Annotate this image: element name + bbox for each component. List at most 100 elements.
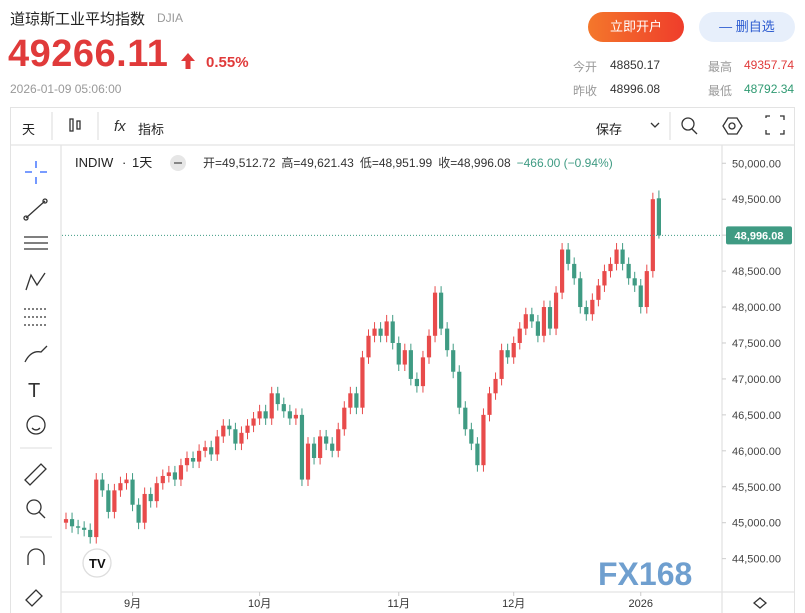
stat-value: 48996.08 [610, 82, 661, 96]
y-tick-label: 48,000.00 [732, 302, 781, 314]
candle-body [378, 328, 383, 336]
price: 49266.11 [8, 33, 169, 75]
candle-body [426, 335, 432, 358]
candle-body [239, 432, 244, 444]
candle-body [82, 527, 87, 530]
stat-value: 49357.74 [744, 58, 795, 72]
candle-body [553, 292, 559, 329]
candle-body [245, 425, 250, 433]
candle-body [172, 472, 177, 480]
candle-body [517, 328, 522, 343]
stat-key: 昨收 [573, 84, 598, 98]
stat-key: 最高 [708, 60, 733, 74]
candle-body [342, 407, 347, 430]
candle-body [505, 350, 510, 358]
candle-body [535, 321, 540, 336]
candle-body [644, 271, 649, 308]
candle-body [481, 414, 486, 466]
x-tick-label: 9月 [124, 598, 141, 610]
y-tick-label: 50,000.00 [732, 158, 781, 170]
candle-body [360, 357, 365, 408]
candle-body [578, 278, 583, 308]
x-tick-label: 2026 [629, 598, 653, 610]
x-tick-label: 11月 [388, 598, 410, 610]
candle-body [166, 472, 171, 476]
candle-body [63, 519, 69, 523]
candle-body [475, 443, 480, 466]
symbol: INDIW [75, 155, 114, 170]
candle-body [656, 198, 661, 236]
candle-body [88, 529, 93, 538]
ohlc-info: 高=49,621.43 [281, 155, 354, 170]
candle-body [511, 342, 516, 358]
y-tick-label: 48,500.00 [732, 266, 781, 278]
candle-body [608, 263, 613, 272]
candle-body [287, 411, 292, 419]
candle-body [318, 436, 323, 459]
last-price-label: 48,996.08 [735, 230, 784, 242]
candle-body [106, 490, 111, 512]
x-tick-label: 10月 [248, 598, 271, 610]
candle-body [299, 414, 305, 480]
candle-body [148, 493, 153, 502]
candle-body [414, 378, 419, 387]
y-tick-label: 49,500.00 [732, 194, 781, 206]
candle-body [499, 350, 504, 379]
remove-watchlist-button[interactable]: — 删自选 [699, 12, 795, 42]
candle-body [457, 371, 462, 408]
candle-body [451, 350, 456, 372]
save-button[interactable]: 保存 [596, 122, 623, 137]
candle-body [632, 278, 637, 286]
candle-body [281, 404, 286, 412]
candle-body [209, 447, 214, 455]
candle-body [560, 249, 565, 293]
candle-body [275, 393, 280, 405]
candle-body [154, 483, 159, 502]
y-tick-label: 45,500.00 [732, 482, 781, 494]
ohlc-info: 开=49,512.72 [203, 156, 276, 170]
candle-body [566, 249, 571, 264]
candle-body [650, 199, 655, 272]
candle-body [390, 321, 395, 343]
up-arrow [181, 53, 195, 69]
candle-body [372, 328, 377, 336]
candle-body [100, 479, 105, 491]
candle-body [336, 429, 341, 451]
candle-body [251, 418, 256, 426]
candle-body [602, 271, 607, 286]
candle-body [311, 443, 317, 459]
candle-body [233, 429, 238, 444]
candle-body [638, 285, 643, 308]
candle-body [305, 443, 311, 480]
y-tick-label: 44,500.00 [732, 554, 781, 566]
candle-body [215, 436, 220, 455]
period-button[interactable]: 天 [22, 122, 36, 137]
candle-body [269, 393, 274, 419]
chart-frame [10, 107, 795, 613]
candle-body [190, 458, 196, 462]
y-tick-label: 46,500.00 [732, 410, 781, 422]
y-tick-label: 47,500.00 [732, 338, 781, 350]
x-tick-label: 12月 [502, 598, 525, 610]
candle-body [324, 436, 329, 444]
indicators-button[interactable]: 指标 [138, 122, 165, 137]
stat-value: 48850.17 [610, 58, 661, 72]
candle-body [420, 357, 426, 387]
svg-text:fx: fx [114, 118, 126, 135]
candle-body [584, 307, 589, 315]
title: 道琼斯工业平均指数 [10, 11, 146, 28]
open-account-button[interactable]: 立即开户 [588, 12, 684, 42]
candle-body [445, 328, 450, 351]
toolbar-icons: fx T TV [10, 112, 795, 613]
candle-body [178, 465, 184, 480]
candle-body [293, 414, 298, 419]
candle-body [432, 292, 438, 336]
candle-body [354, 393, 359, 408]
candle-body [203, 447, 208, 451]
candle-body [263, 411, 268, 419]
candle-body [493, 378, 498, 394]
interval: 1天 [132, 155, 152, 170]
candle-body [547, 307, 553, 329]
candle-body [572, 263, 577, 279]
